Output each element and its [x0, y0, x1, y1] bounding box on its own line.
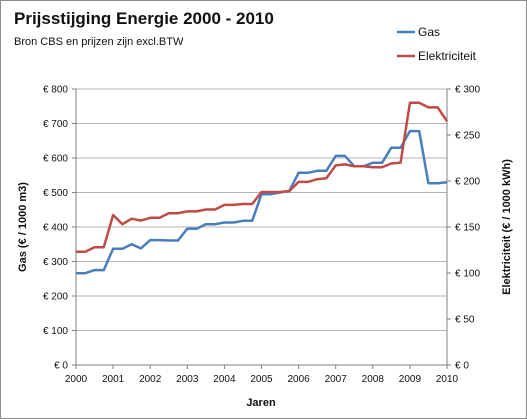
y-tick-label-left: € 700 [43, 119, 68, 130]
legend-label-elektriciteit: Elektriciteit [418, 49, 477, 63]
x-axis-ticks: 2000 2001 2002 2003 2004 2005 2006 2007 2008 2009… [65, 365, 459, 385]
left-axis-ticks: € 0 € 100 € 200 € 300 € 400 € 500 € 600 € 700 € … [43, 85, 76, 372]
x-tick-label: 2000 [65, 374, 88, 385]
x-tick-label: 2002 [139, 374, 162, 385]
y-tick-label-left: € 0 [54, 361, 68, 372]
y-tick-label-left: € 600 [43, 154, 68, 165]
y-tick-label-right: € 150 [455, 223, 480, 234]
x-tick-label: 2007 [325, 374, 348, 385]
right-axis-ticks: € 0 € 50 € 100 € 150 € 200 € 250 € 300 [447, 85, 480, 372]
y-tick-label-left: € 200 [43, 292, 68, 303]
y-axis-label-left: Gas (€ / 1000 m3) [17, 182, 29, 272]
x-tick-label: 2008 [362, 374, 385, 385]
x-axis-label: Jaren [246, 397, 276, 409]
x-tick-label: 2005 [250, 374, 273, 385]
series-line-elektriciteit [76, 101, 449, 254]
x-tick-label: 2009 [399, 374, 422, 385]
y-tick-label-right: € 0 [455, 361, 469, 372]
y-tick-label-left: € 800 [43, 85, 68, 96]
y-tick-label-right: € 250 [455, 131, 480, 142]
legend-label-gas: Gas [418, 25, 440, 39]
x-tick-label: 2010 [436, 374, 459, 385]
y-tick-label-right: € 100 [455, 269, 480, 280]
y-tick-label-right: € 50 [455, 315, 475, 326]
series-lines [76, 101, 449, 275]
y-tick-label-left: € 500 [43, 188, 68, 199]
series-line-gas [76, 129, 448, 275]
x-tick-label: 2001 [102, 374, 125, 385]
y-tick-label-right: € 300 [455, 85, 480, 96]
y-tick-label-left: € 400 [43, 223, 68, 234]
chart-subtitle: Bron CBS en prijzen zijn excl.BTW [14, 36, 184, 48]
y-tick-label-left: € 100 [43, 326, 68, 337]
y-tick-label-right: € 200 [455, 177, 480, 188]
y-axis-label-right: Elektriciteit (€ / 1000 kWh) [501, 159, 513, 295]
x-tick-label: 2003 [176, 374, 199, 385]
x-tick-label: 2006 [287, 374, 310, 385]
gridlines [76, 88, 447, 331]
legend: Gas Elektriciteit [397, 25, 477, 63]
chart-title: Prijsstijging Energie 2000 - 2010 [14, 9, 274, 28]
y-tick-label-left: € 300 [43, 257, 68, 268]
x-tick-label: 2004 [213, 374, 236, 385]
